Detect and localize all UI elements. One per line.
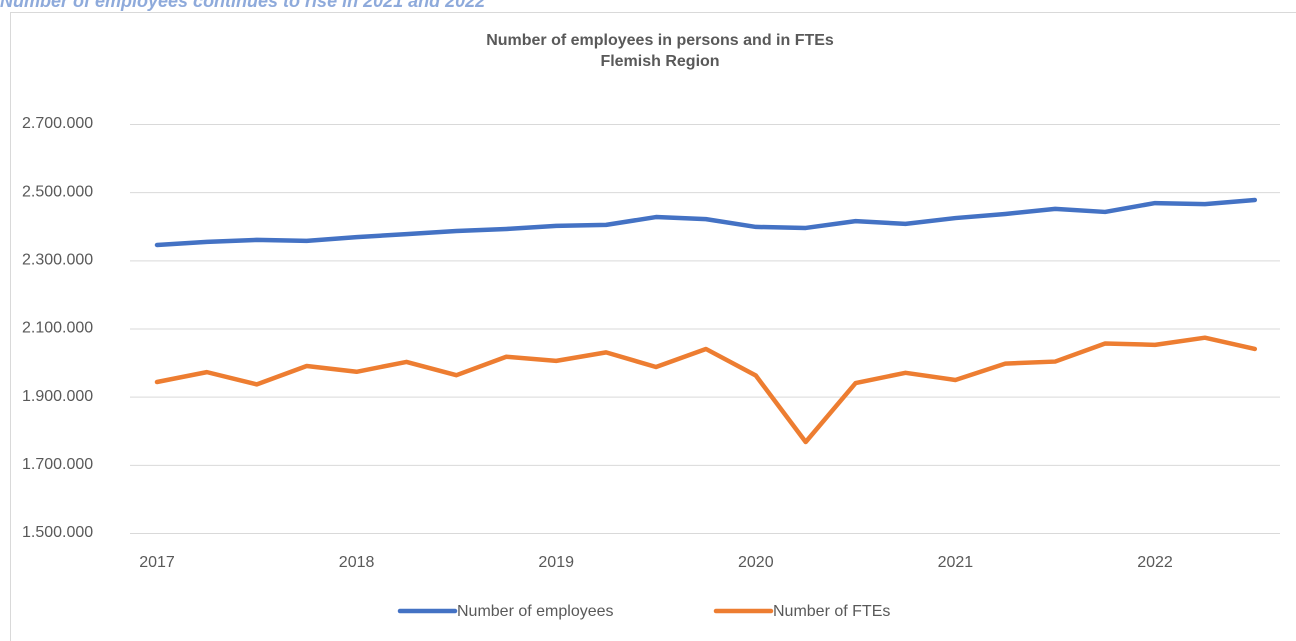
y-tick-label: 2.100.000 <box>22 320 93 337</box>
y-tick-label: 1.900.000 <box>22 388 93 405</box>
line-series <box>154 197 1258 248</box>
y-tick-label: 1.500.000 <box>22 524 93 541</box>
legend-label: Number of employees <box>457 603 614 620</box>
chart-subtitle: Flemish Region <box>600 53 719 70</box>
y-tick-label: 1.700.000 <box>22 456 93 473</box>
x-tick-label: 2021 <box>938 554 974 571</box>
legend-label: Number of FTEs <box>773 603 890 620</box>
x-tick-label: 2020 <box>738 554 774 571</box>
x-tick-label: 2018 <box>339 554 375 571</box>
y-tick-label: 2.500.000 <box>22 183 93 200</box>
heading: Number of employees continues to rise in… <box>0 0 485 11</box>
line-series <box>154 335 1258 445</box>
chart-title: Number of employees in persons and in FT… <box>486 32 834 49</box>
x-tick-label: 2019 <box>538 554 574 571</box>
chart-border <box>10 12 1296 641</box>
y-tick-label: 2.300.000 <box>22 252 93 269</box>
x-tick-label: 2017 <box>139 554 175 571</box>
y-tick-label: 2.700.000 <box>22 115 93 132</box>
x-tick-label: 2022 <box>1137 554 1173 571</box>
